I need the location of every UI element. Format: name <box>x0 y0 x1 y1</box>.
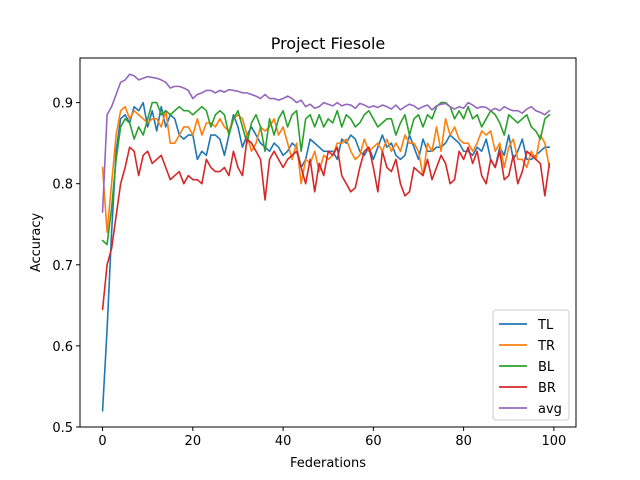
series-lines <box>101 73 551 412</box>
legend-label: TL <box>537 318 554 333</box>
series-line-tr <box>101 105 551 234</box>
x-tick-label: 0 <box>98 434 106 449</box>
x-tick-label: 100 <box>541 434 566 449</box>
y-tick-label: 0.5 <box>52 421 73 436</box>
y-axis-label: Accuracy <box>29 213 44 273</box>
y-tick-label: 0.7 <box>52 259 73 274</box>
y-axis: 0.5 0.6 0.7 0.8 0.9 <box>52 97 80 436</box>
legend-label: TR <box>537 339 555 354</box>
series-line-tl <box>101 101 551 412</box>
y-tick-label: 0.8 <box>52 178 73 193</box>
legend: TL TR BL BR avg <box>492 309 570 421</box>
series-line-avg <box>101 73 551 213</box>
legend-label: avg <box>538 402 562 417</box>
chart-title: Project Fiesole <box>271 34 386 53</box>
y-tick-label: 0.9 <box>52 97 73 112</box>
series-line-bl <box>101 101 551 246</box>
x-tick-label: 20 <box>185 434 202 449</box>
legend-label: BR <box>538 381 556 396</box>
plot-area: 0 20 40 60 80 100 0.5 0.6 0.7 0.8 0.9 <box>52 57 577 449</box>
x-axis: 0 20 40 60 80 100 <box>98 427 566 449</box>
x-tick-label: 40 <box>275 434 292 449</box>
plot-frame <box>79 57 577 428</box>
legend-frame <box>492 309 570 421</box>
x-tick-label: 60 <box>365 434 382 449</box>
x-tick-label: 80 <box>455 434 472 449</box>
x-axis-label: Federations <box>290 456 366 471</box>
series-line-br <box>101 138 551 311</box>
legend-label: BL <box>538 360 555 375</box>
y-tick-label: 0.6 <box>52 340 73 355</box>
